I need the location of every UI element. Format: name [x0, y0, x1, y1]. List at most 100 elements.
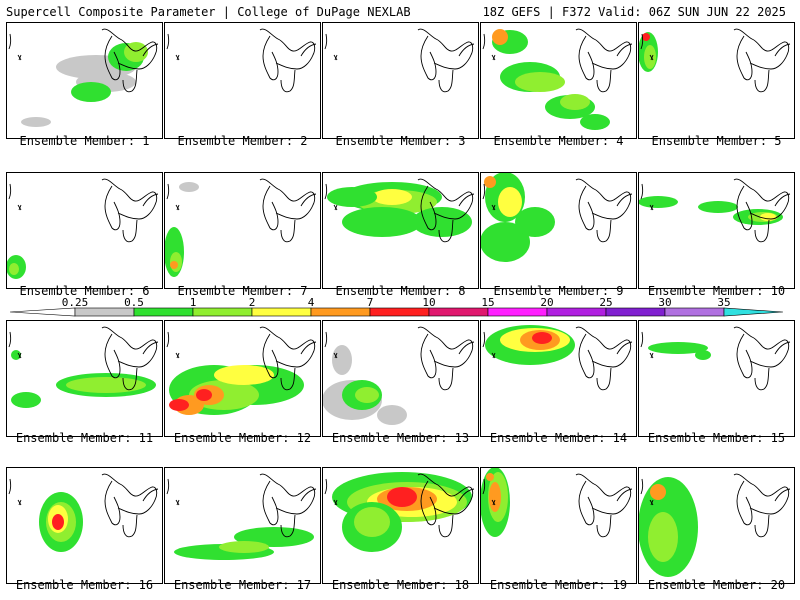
ensemble-member-11-map: [6, 320, 163, 437]
coastline: [733, 28, 790, 70]
coastline: [417, 473, 474, 515]
coastline: [8, 183, 12, 200]
coastline: [754, 69, 770, 93]
coastline: [482, 33, 486, 50]
coastline: [142, 341, 159, 355]
coastline: [649, 352, 654, 359]
map-canvas: [322, 172, 479, 289]
colorbar-segment: [487, 307, 548, 317]
scp-contour: [498, 187, 522, 217]
coastline: [774, 488, 791, 502]
coastline: [101, 28, 158, 70]
coastline: [417, 178, 474, 220]
coastline: [324, 331, 328, 348]
ensemble-member-2-map: [164, 22, 321, 139]
coastline: [733, 326, 790, 368]
scp-contour: [695, 350, 711, 360]
colorbar-segment: [369, 307, 430, 317]
colorbar-segment: [605, 307, 666, 317]
panel-border: [480, 467, 637, 584]
colorbar-segment: [310, 307, 371, 317]
coastline: [262, 333, 279, 379]
ensemble-member-label: Ensemble Member: 2: [177, 134, 308, 148]
map-canvas: [638, 467, 795, 584]
ensemble-member-label: Ensemble Member: 15: [647, 431, 786, 445]
coastline: [101, 178, 158, 220]
coastline: [175, 352, 180, 359]
scp-contour: [169, 399, 189, 411]
coastline: [104, 185, 121, 231]
ensemble-member-14-map: [480, 320, 637, 437]
colorbar-segment: [664, 307, 725, 317]
coastline: [17, 352, 22, 359]
coastline: [166, 478, 170, 495]
coastline: [101, 326, 158, 368]
map-canvas: [164, 172, 321, 289]
coastline: [736, 185, 753, 231]
ensemble-member-label: Ensemble Member: 20: [647, 578, 786, 592]
map-canvas: [164, 22, 321, 139]
map-canvas: [638, 22, 795, 139]
coastline: [754, 367, 770, 391]
scp-contour: [219, 541, 269, 553]
map-canvas: [638, 320, 795, 437]
colorbar-lower-triangle: [9, 307, 76, 317]
scp-contour: [486, 473, 494, 481]
coastline: [491, 499, 496, 506]
coastline: [104, 333, 121, 379]
coastline: [300, 43, 317, 57]
map-canvas: [480, 22, 637, 139]
ensemble-member-17-map: [164, 467, 321, 584]
coastline: [175, 204, 180, 211]
coastline: [575, 178, 632, 220]
scp-contour: [11, 392, 41, 408]
coastline: [420, 333, 437, 379]
panel-border: [164, 467, 321, 584]
scp-contour: [648, 342, 708, 354]
scp-contour: [638, 196, 678, 208]
panel-border: [322, 22, 479, 139]
ensemble-member-label: Ensemble Member: 18: [331, 578, 470, 592]
coastline: [640, 183, 644, 200]
map-canvas: [6, 172, 163, 289]
ensemble-member-label: Ensemble Member: 5: [651, 134, 782, 148]
coastline: [142, 43, 159, 57]
coastline: [420, 35, 437, 81]
coastline: [438, 514, 454, 538]
coastline: [578, 480, 595, 526]
coastline: [458, 341, 475, 355]
coastline: [774, 43, 791, 57]
coastline: [300, 488, 317, 502]
map-canvas: [480, 320, 637, 437]
coastline: [575, 473, 632, 515]
panel-border: [164, 22, 321, 139]
color-scale-bar: 0.25 0.5 1 2 4 7 10 15 20 25 30 35: [9, 296, 784, 317]
ensemble-member-5-map: [638, 22, 795, 139]
coastline: [596, 514, 612, 538]
panel-border: [638, 172, 795, 289]
colorbar-segment: [74, 307, 135, 317]
coastline: [482, 478, 486, 495]
scp-contour: [377, 405, 407, 425]
ensemble-member-6-map: [6, 172, 163, 289]
coastline: [324, 478, 328, 495]
coastline: [616, 43, 633, 57]
ensemble-member-16-map: [6, 467, 163, 584]
ensemble-member-label: Ensemble Member: 3: [335, 134, 466, 148]
scp-contour: [412, 207, 472, 237]
coastline: [578, 333, 595, 379]
colorbar-tick-label: 15: [481, 296, 494, 309]
panel-border: [638, 320, 795, 437]
ensemble-member-9-map: [480, 172, 637, 289]
map-canvas: [480, 467, 637, 584]
coastline: [578, 185, 595, 231]
scp-contour: [21, 117, 51, 127]
coastline: [438, 69, 454, 93]
ensemble-member-15-map: [638, 320, 795, 437]
scp-contour: [644, 45, 656, 69]
map-canvas: [6, 467, 163, 584]
coastline: [596, 219, 612, 243]
colorbar-tick-label: 1: [190, 296, 197, 309]
coastline: [122, 514, 138, 538]
coastline: [482, 183, 486, 200]
